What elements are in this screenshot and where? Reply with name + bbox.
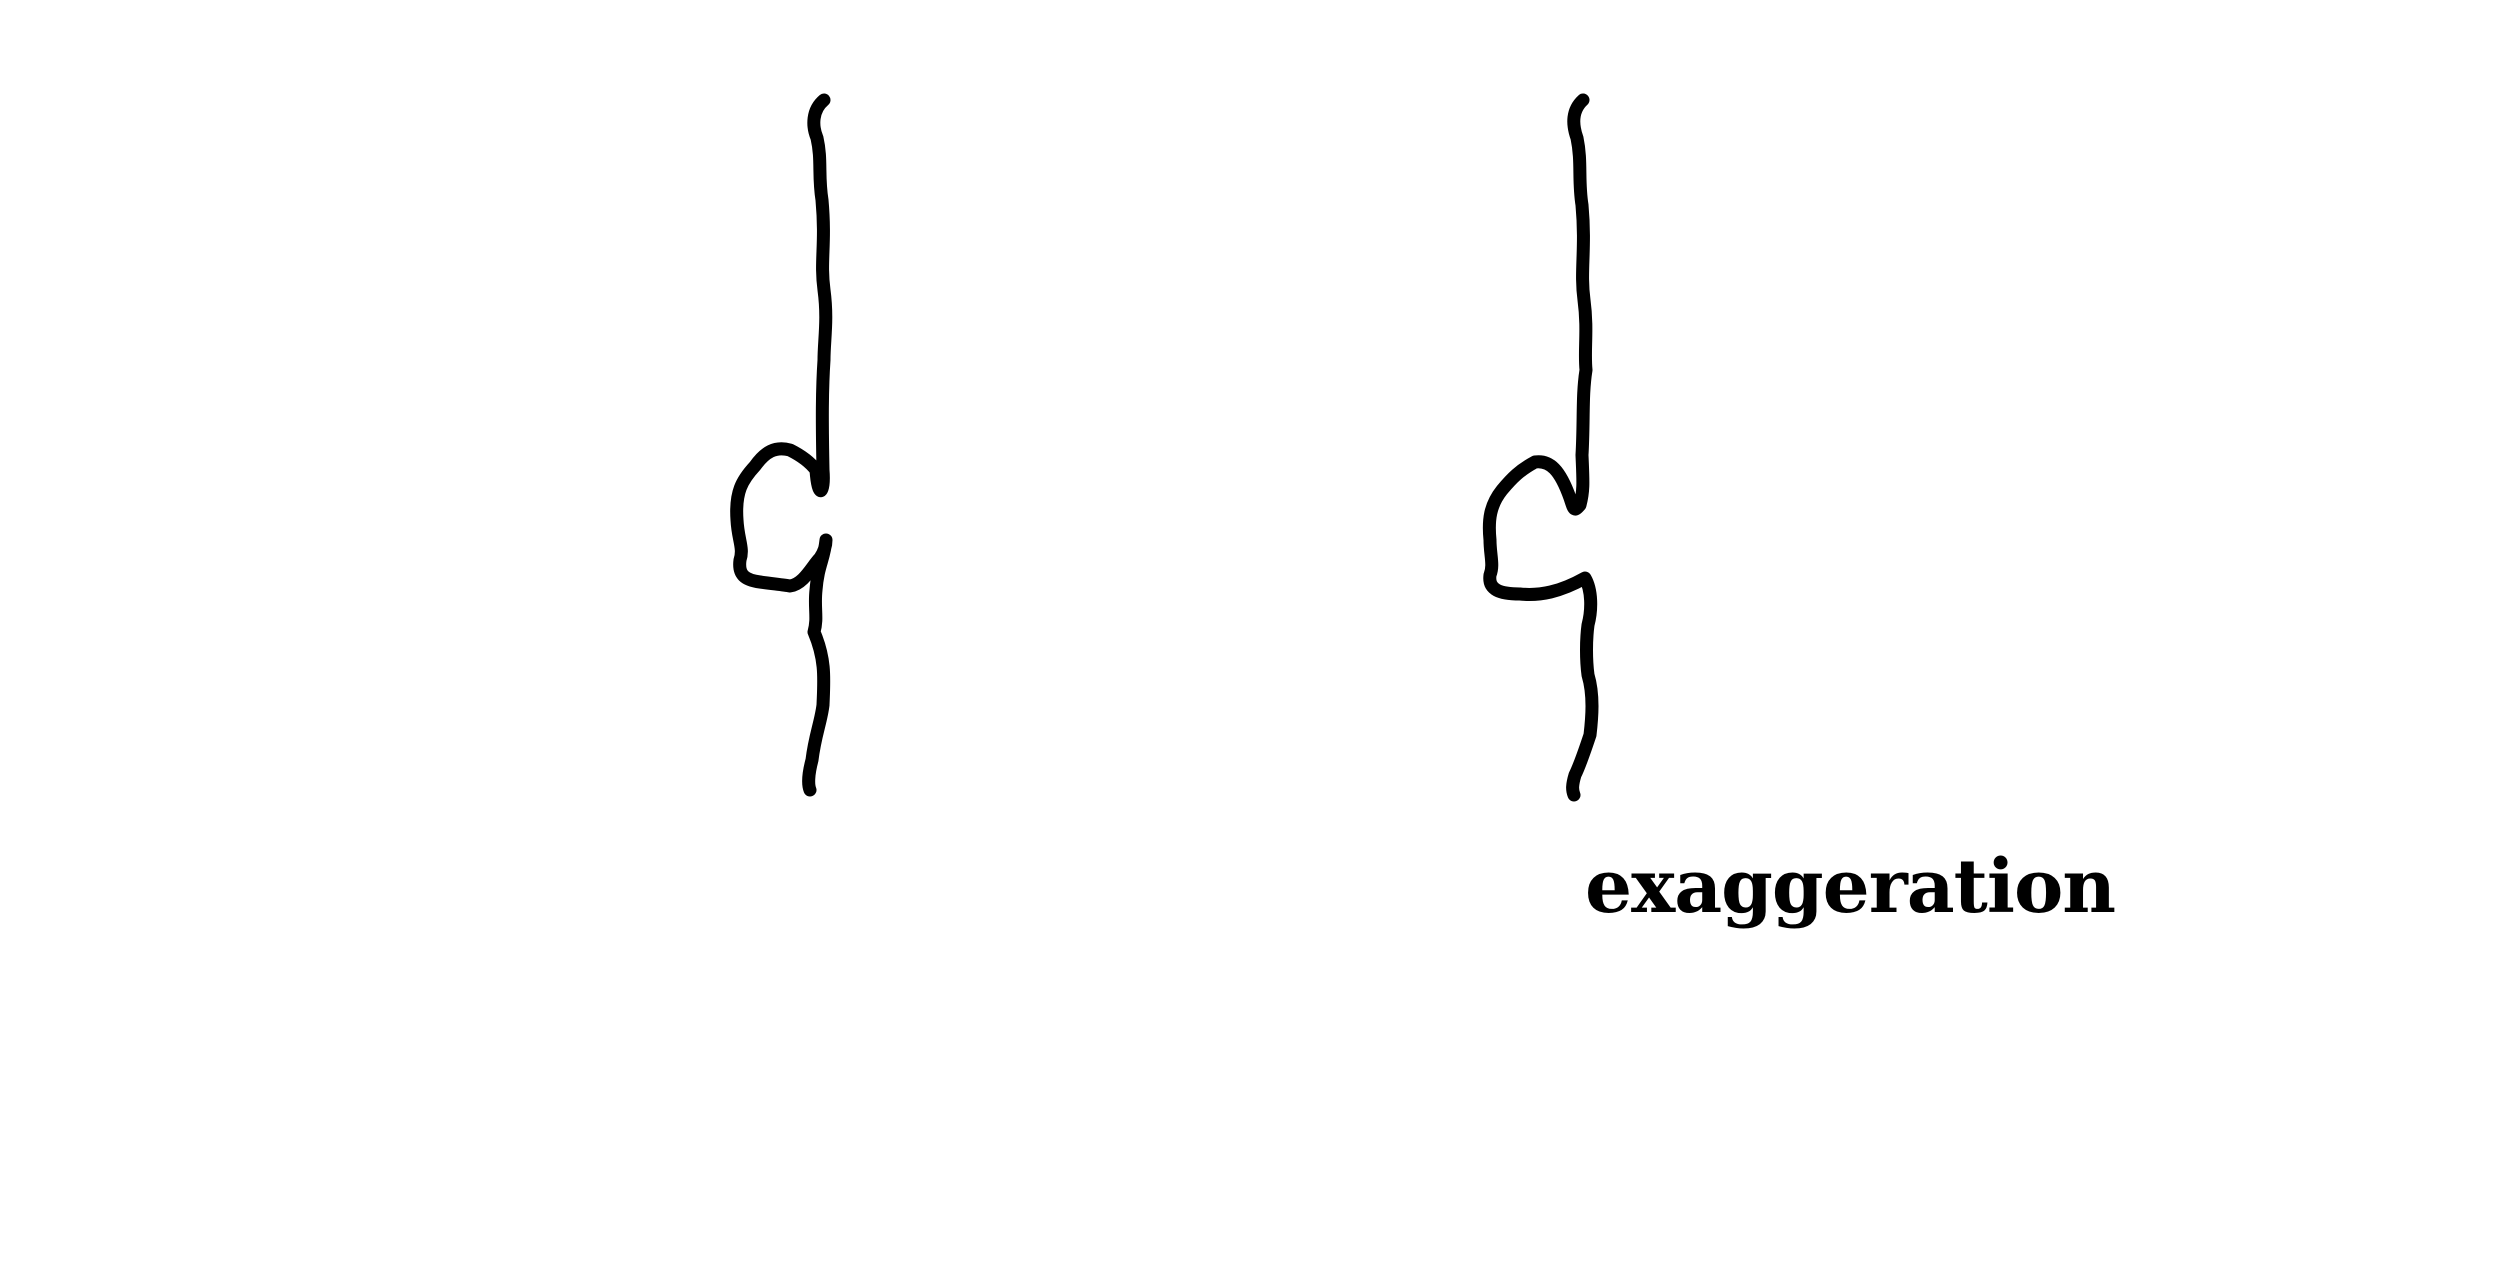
hooked-stroke-left-path [730, 93, 833, 797]
caption-text: exaggeration [1585, 844, 2116, 930]
hooked-stroke-right-path [1482, 93, 1599, 802]
